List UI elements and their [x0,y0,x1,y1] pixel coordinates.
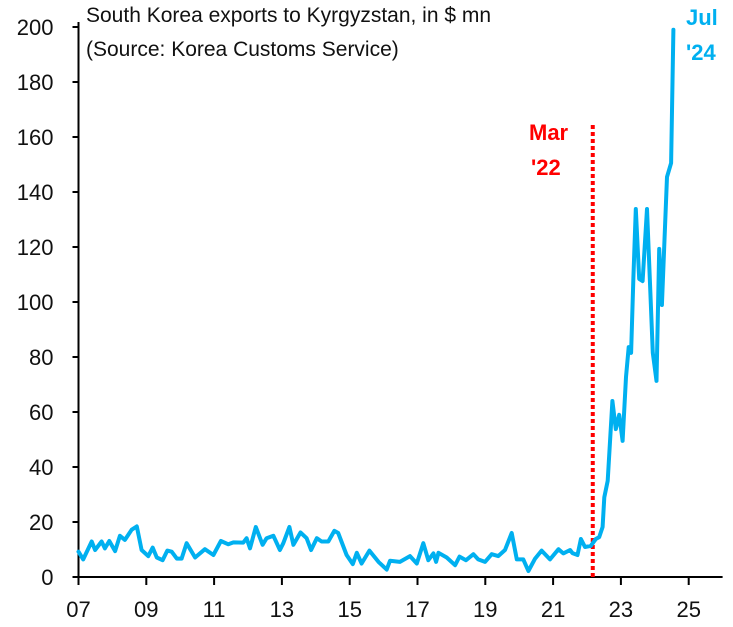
chart-subtitle-source: (Source: Korea Customs Service) [86,38,399,61]
exports-series-line [76,27,676,573]
y-tick-label: 40 [29,455,53,480]
annotation-jul-24-line1: Jul [686,5,718,30]
x-tick-label: 11 [203,597,226,622]
x-tick-label: 09 [134,597,158,622]
y-tick-label: 20 [29,510,53,535]
x-tick-label: 21 [541,597,565,622]
y-tick-label: 120 [17,235,54,260]
x-tick-label: 15 [337,597,361,622]
y-tick-label: 180 [17,70,54,95]
x-tick-label: 07 [66,597,90,622]
y-tick-label: 200 [17,15,54,40]
y-tick-label: 100 [17,290,54,315]
x-tick-label: 13 [270,597,294,622]
x-tick-label: 23 [609,597,633,622]
y-tick-label: 0 [41,565,53,590]
annotation-mar-22-line1: Mar [529,120,569,145]
y-tick-label: 80 [29,345,53,370]
y-tick-label: 140 [17,180,54,205]
y-tick-label: 60 [29,400,53,425]
annotation-mar-22-line2: '22 [531,155,561,180]
y-tick-label: 160 [17,125,54,150]
annotation-jul-24-line2: '24 [686,40,716,65]
x-tick-label: 17 [405,597,429,622]
x-tick-label: 19 [473,597,497,622]
x-tick-label: 25 [676,597,700,622]
chart-title: South Korea exports to Kyrgyzstan, in $ … [86,4,492,27]
